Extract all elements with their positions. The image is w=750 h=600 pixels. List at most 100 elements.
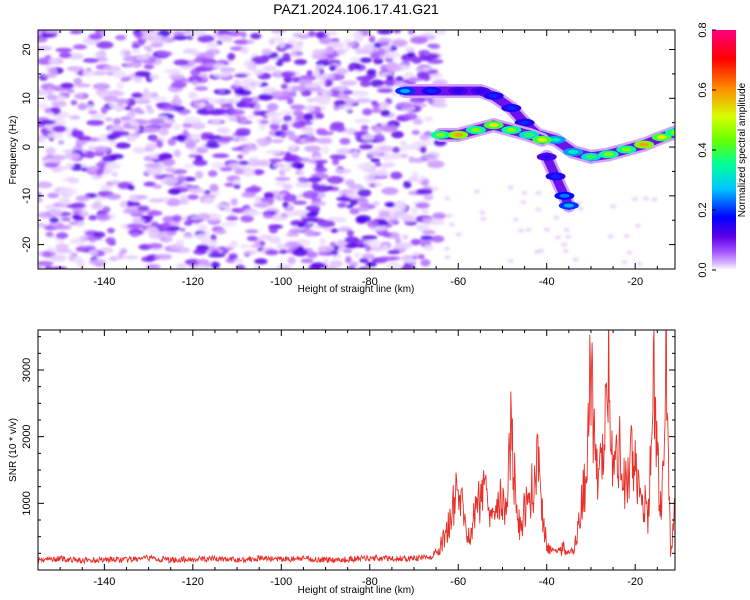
noise-blob — [283, 130, 295, 136]
noise-blob — [156, 30, 171, 38]
noise-blob — [346, 204, 354, 209]
noise-blob — [313, 80, 326, 86]
noise-blob — [305, 137, 319, 143]
noise-blob — [147, 108, 155, 115]
noise-blob — [373, 57, 384, 65]
noise-blob — [86, 119, 105, 126]
noise-blob — [98, 160, 107, 165]
noise-blob — [380, 166, 388, 171]
noise-blob — [172, 214, 182, 223]
noise-blob — [46, 94, 58, 101]
noise-blob — [148, 118, 165, 125]
noise-blob — [72, 145, 83, 152]
noise-blob — [44, 265, 53, 269]
noise-blob — [412, 141, 426, 149]
noise-blob — [259, 234, 273, 240]
noise-blob — [233, 79, 241, 88]
noise-blob — [368, 35, 376, 43]
noise-blob — [143, 181, 156, 187]
noise-blob — [88, 33, 103, 40]
noise-blob — [455, 232, 462, 237]
noise-blob — [96, 214, 111, 221]
noise-blob — [387, 218, 399, 224]
noise-blob — [38, 45, 53, 51]
noise-blob — [182, 122, 193, 129]
noise-blob — [400, 265, 417, 269]
noise-blob — [131, 217, 145, 224]
noise-blob — [391, 146, 401, 154]
noise-blob — [47, 132, 65, 139]
noise-blob — [90, 70, 108, 76]
tone-track-core — [568, 149, 579, 154]
noise-blob — [195, 170, 204, 179]
tone-branch-core — [550, 174, 561, 179]
noise-blob — [230, 240, 238, 246]
noise-blob — [109, 256, 118, 262]
noise-blob — [198, 101, 206, 108]
y-tick-label: -20 — [21, 237, 33, 253]
noise-blob — [187, 194, 199, 200]
noise-blob — [127, 184, 135, 191]
noise-blob — [59, 187, 78, 196]
noise-blob — [353, 36, 365, 43]
noise-blob — [183, 220, 193, 226]
noise-blob — [380, 109, 391, 117]
noise-blob — [420, 259, 431, 267]
noise-blob — [345, 192, 359, 199]
noise-blob — [54, 224, 72, 230]
noise-blob — [205, 143, 221, 149]
noise-blob — [116, 82, 124, 90]
noise-blob — [395, 102, 414, 109]
noise-blob — [243, 249, 258, 255]
noise-blob — [259, 159, 269, 167]
noise-blob — [324, 78, 333, 87]
noise-blob — [323, 226, 332, 232]
noise-blob — [52, 125, 67, 133]
noise-blob — [337, 202, 347, 208]
noise-blob — [377, 88, 394, 93]
noise-blob — [150, 137, 158, 142]
noise-blob — [306, 97, 315, 103]
noise-blob — [347, 64, 355, 72]
noise-blob — [293, 42, 304, 48]
noise-blob — [107, 239, 114, 245]
noise-blob — [197, 67, 214, 72]
tone-track-core — [488, 93, 499, 98]
noise-blob — [184, 258, 202, 266]
noise-blob — [378, 211, 392, 218]
noise-blob — [343, 243, 358, 249]
noise-blob — [408, 156, 415, 164]
noise-blob — [237, 154, 244, 160]
noise-blob — [73, 77, 82, 85]
noise-blob — [55, 232, 69, 240]
noise-blob — [212, 153, 230, 158]
noise-blob — [48, 118, 66, 127]
noise-blob — [93, 83, 111, 90]
noise-blob — [626, 250, 633, 255]
noise-blob — [238, 160, 250, 166]
noise-blob — [103, 65, 122, 72]
noise-blob — [219, 166, 233, 172]
noise-blob — [400, 144, 408, 152]
noise-blob — [415, 66, 424, 73]
noise-blob — [369, 245, 383, 252]
x-tick-label: -100 — [270, 276, 292, 288]
noise-blob — [240, 46, 249, 55]
noise-blob — [164, 68, 182, 74]
noise-blob — [290, 50, 297, 57]
noise-blob — [365, 245, 372, 252]
noise-blob — [60, 216, 72, 222]
noise-blob — [242, 146, 259, 152]
noise-blob — [388, 209, 406, 218]
noise-blob — [311, 182, 320, 190]
noise-blob — [427, 160, 445, 169]
noise-blob — [421, 208, 429, 215]
noise-blob — [311, 54, 330, 60]
snr-y-label: SNR (10 * v/v) — [8, 418, 19, 482]
noise-blob — [38, 196, 43, 203]
y-tick-label: 0 — [21, 144, 33, 150]
noise-blob — [270, 90, 288, 98]
noise-blob — [38, 102, 48, 110]
x-tick-label: -120 — [182, 276, 204, 288]
